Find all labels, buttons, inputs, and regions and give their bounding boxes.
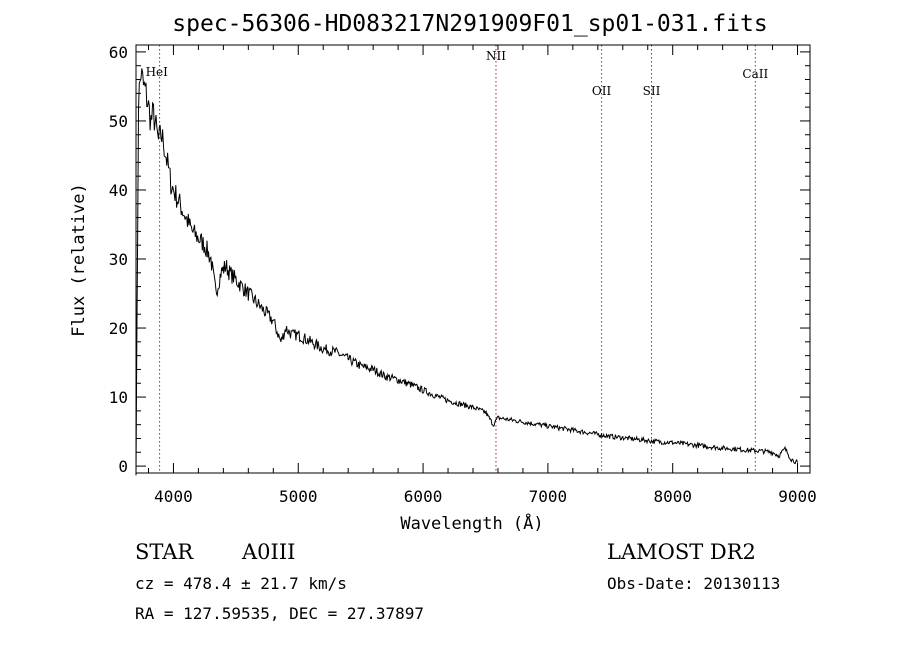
chart-title: spec-56306-HD083217N291909F01_sp01-031.f…: [172, 11, 767, 37]
y-tick-label: 60: [109, 43, 128, 62]
object-class: STAR: [135, 540, 194, 564]
coordinates-text: RA = 127.59535, DEC = 27.37897: [135, 604, 424, 623]
x-axis-label: Wavelength (Å): [400, 512, 543, 534]
object-subclass: A0III: [241, 540, 295, 564]
spectrum-line: [135, 68, 798, 476]
x-tick-label: 8000: [653, 487, 692, 506]
y-tick-label: 20: [109, 319, 128, 338]
y-tick-label: 0: [118, 457, 128, 476]
y-axis-label: Flux (relative): [69, 183, 89, 337]
survey-name: LAMOST DR2: [607, 540, 756, 564]
line-label-hei: HeI: [146, 65, 169, 79]
obs-date-text: Obs-Date: 20130113: [607, 574, 780, 593]
x-tick-label: 7000: [529, 487, 568, 506]
line-label-sii: SII: [643, 84, 661, 98]
x-tick-label: 4000: [154, 487, 193, 506]
x-tick-label: 6000: [404, 487, 443, 506]
plot-area: HeI NII OII SII CaII 4000 5000 6000 7000 8000 9000…: [109, 43, 817, 506]
y-tick-label: 30: [109, 250, 128, 269]
x-tick-label: 9000: [778, 487, 817, 506]
line-label-caii: CaII: [742, 67, 768, 81]
x-tick-label: 5000: [279, 487, 318, 506]
y-tick-label: 10: [109, 388, 128, 407]
line-label-oii: OII: [592, 84, 612, 98]
plot-frame: [135, 44, 811, 474]
line-label-nii: NII: [486, 49, 506, 63]
y-tick-label: 40: [109, 181, 128, 200]
y-tick-label: 50: [109, 112, 128, 131]
redshift-text: cz = 478.4 ± 21.7 km/s: [135, 574, 347, 593]
